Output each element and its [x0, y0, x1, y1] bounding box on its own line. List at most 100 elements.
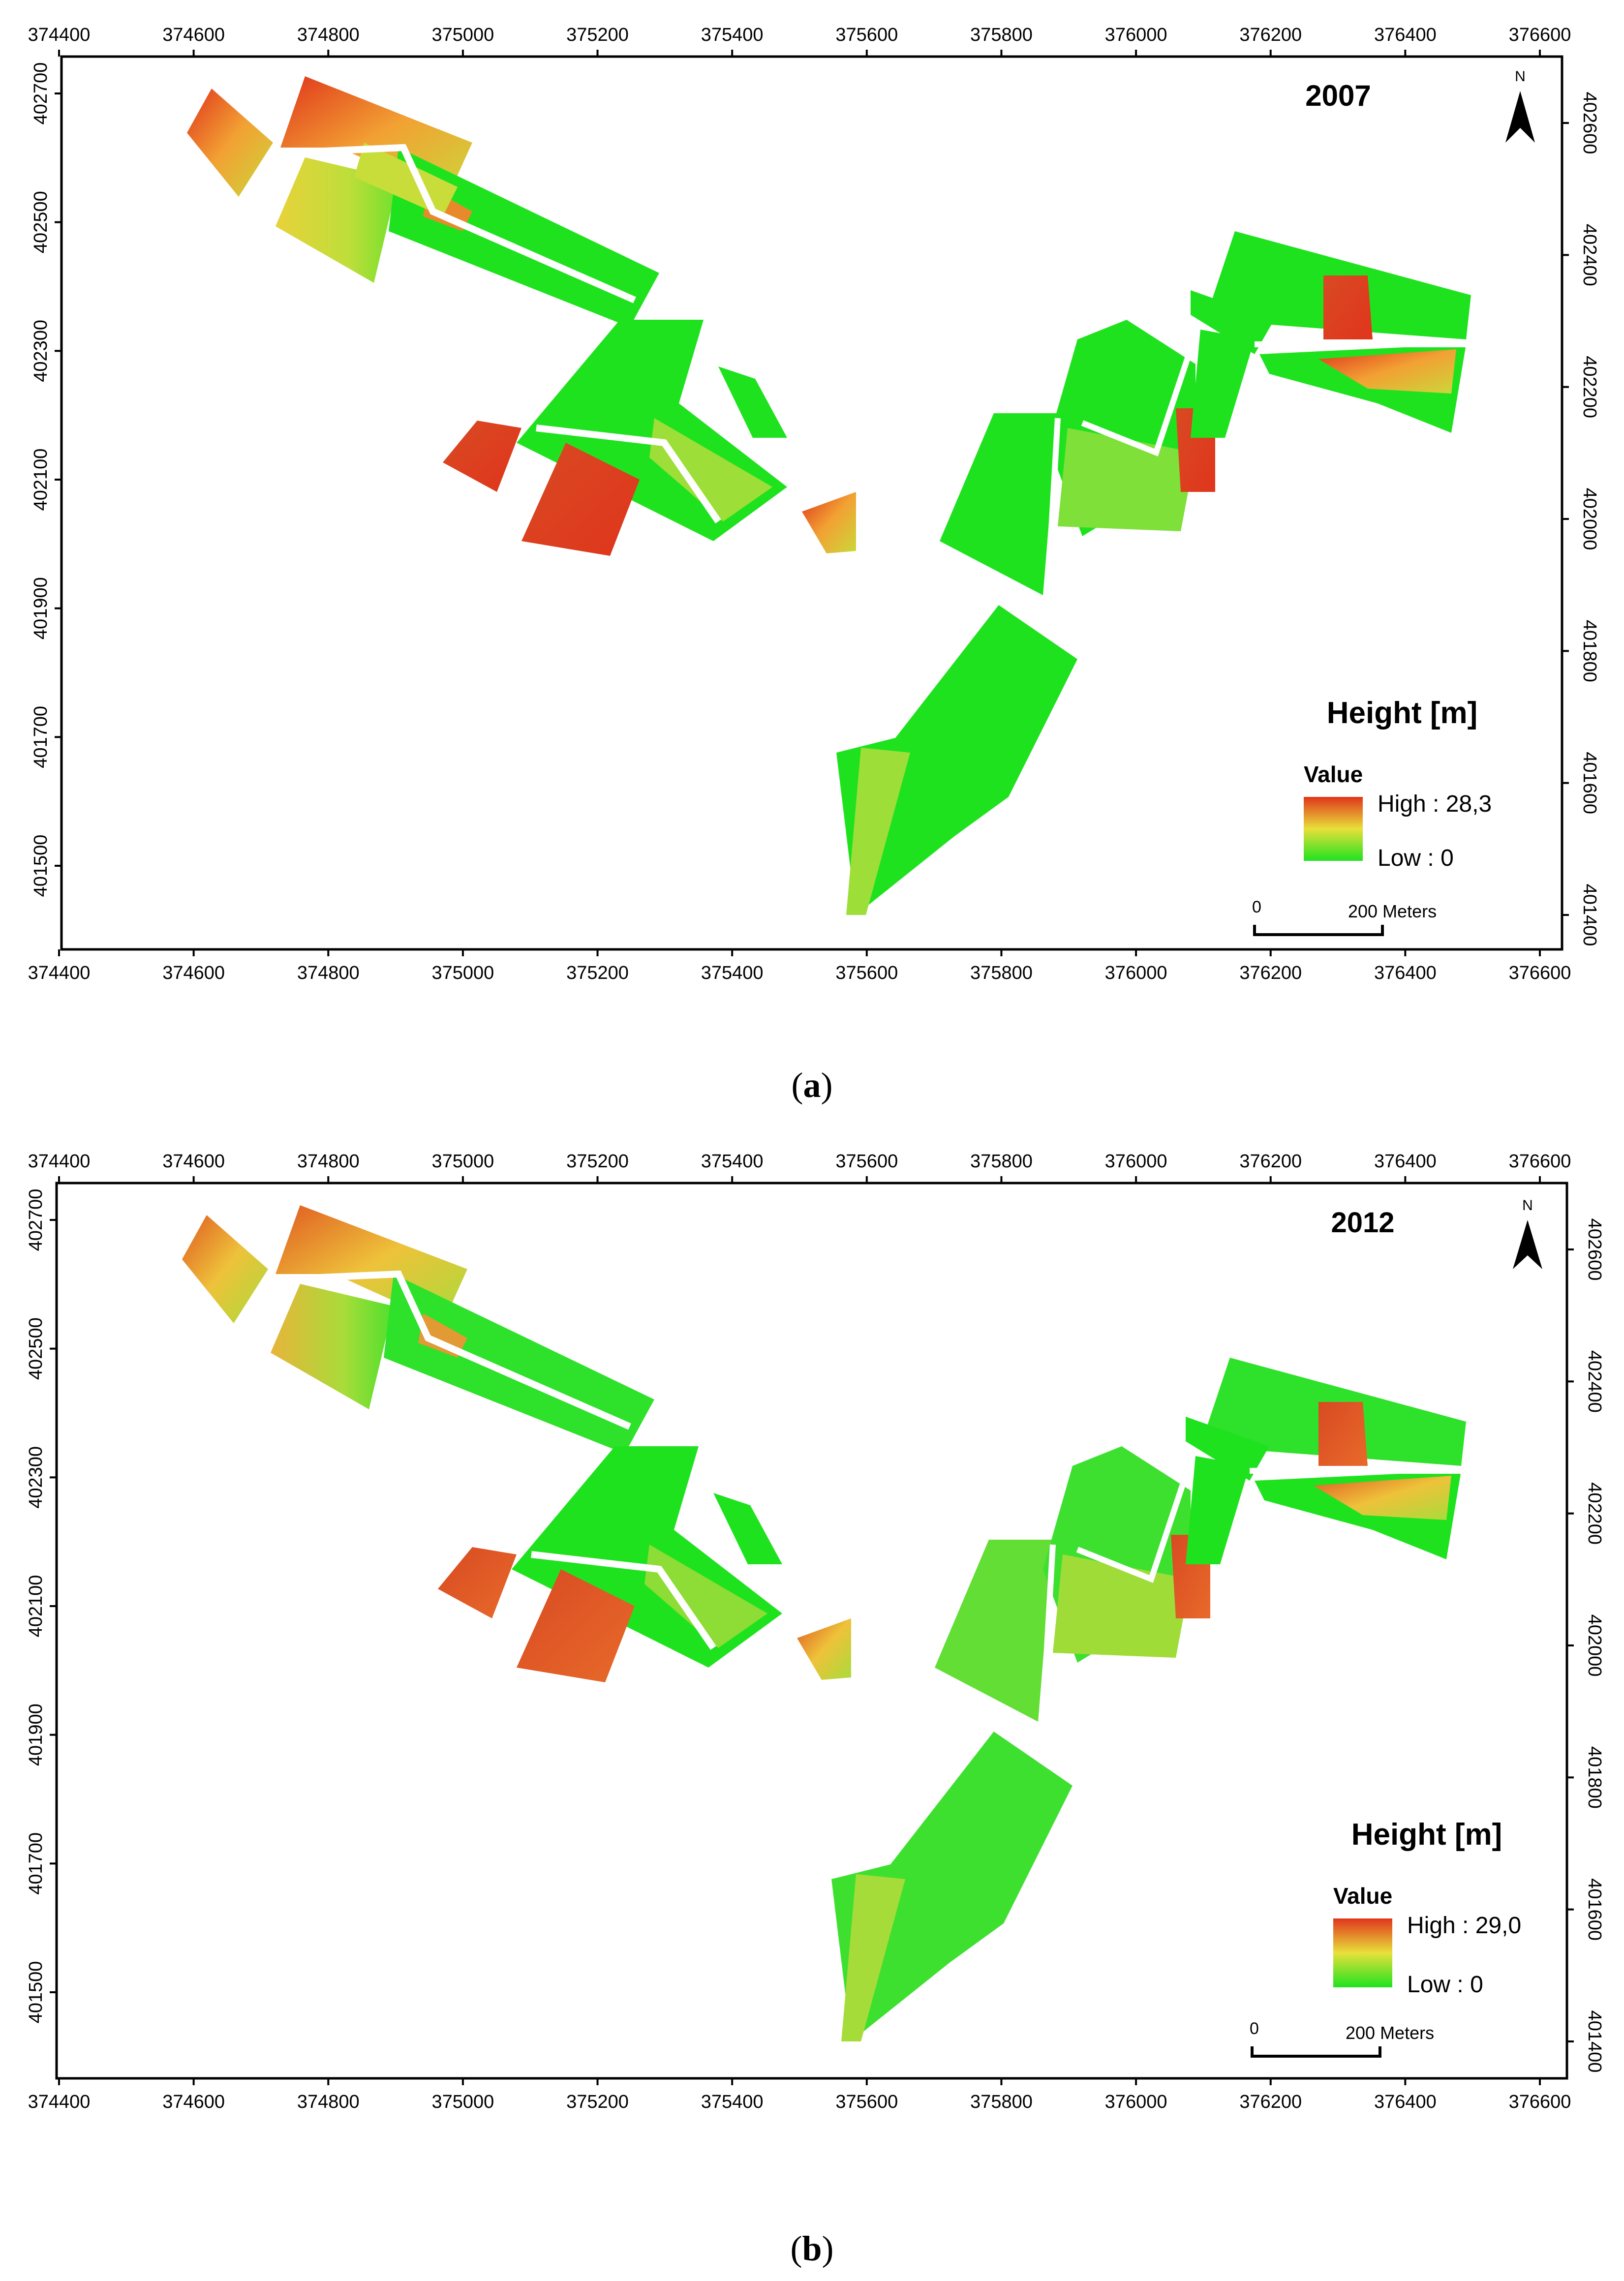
x-tick-label: 376200 — [1239, 2092, 1302, 2110]
x-tick-label: 376000 — [1105, 25, 1167, 45]
scale-label: 200 Meters — [1346, 2023, 1434, 2043]
x-tick-label: 376000 — [1105, 1151, 1167, 1172]
x-tick-label: 376000 — [1105, 963, 1167, 983]
parcel — [846, 748, 910, 915]
parcel — [1191, 330, 1255, 438]
y-tick-label: 402200 — [1584, 1482, 1605, 1545]
x-tick-label: 375800 — [970, 1151, 1033, 1172]
canopy-height-raster — [182, 1205, 1466, 2041]
north-arrow-icon — [1505, 91, 1535, 143]
legend-high: High : 28,3 — [1378, 791, 1492, 817]
road — [1076, 1460, 1194, 1583]
x-tick-label: 375600 — [835, 963, 898, 983]
parcel — [1323, 275, 1373, 339]
x-tick-label: 376200 — [1239, 25, 1302, 45]
x-tick-label: 374400 — [28, 963, 91, 983]
x-tick-label: 374600 — [162, 2092, 225, 2110]
x-tick-label: 374800 — [297, 963, 360, 983]
parcel — [935, 1540, 1053, 1722]
parcel — [831, 1732, 1072, 2041]
caption-a: (a) — [791, 1065, 833, 1105]
scale-bar: 0 200 Meters — [1250, 2019, 1434, 2058]
map-panel-b: 374400 374600 374800 375000 375200 375400 3756… — [0, 1126, 1624, 2268]
canopy-height-raster — [187, 76, 1471, 915]
parcel — [443, 421, 521, 492]
x-tick-label: 375400 — [701, 2092, 764, 2110]
x-tick-label: 375800 — [970, 25, 1033, 45]
parcel — [384, 1274, 654, 1454]
y-tick-label: 401900 — [26, 1703, 46, 1766]
legend-value-label: Value — [1333, 1883, 1392, 1909]
y-tick-label: 402000 — [1579, 488, 1600, 550]
x-tick-label: 376600 — [1509, 2092, 1571, 2110]
y-tick-label: 401600 — [1579, 752, 1600, 814]
map-figure-b: 374400 374600 374800 375000 375200 375400 3756… — [26, 1151, 1605, 2110]
x-tick-label: 375000 — [432, 1151, 494, 1172]
legend-low: Low : 0 — [1378, 845, 1454, 871]
parcel — [1318, 1402, 1368, 1466]
map-frame — [60, 55, 1563, 951]
x-tick-label: 376600 — [1509, 1151, 1571, 1172]
y-tick-label: 402700 — [26, 1189, 46, 1251]
y-axis-right: 402600 402400 402200 402000 401800 401600 4014… — [1567, 1218, 1605, 2072]
legend-title: Height [m] — [1351, 1818, 1502, 1852]
parcel — [354, 143, 458, 216]
parcel — [1314, 1476, 1451, 1520]
y-axis-left: 402700 402500 402300 402100 401900 401700 4015… — [26, 1189, 57, 2024]
y-tick-label: 402500 — [26, 1317, 46, 1380]
north-arrow: N — [1505, 68, 1535, 143]
scale-zero: 0 — [1250, 2019, 1259, 2038]
legend-title: Height [m] — [1327, 696, 1478, 730]
x-tick-label: 376400 — [1374, 963, 1437, 983]
y-tick-label: 401800 — [1584, 1746, 1605, 1809]
scale-zero: 0 — [1252, 898, 1261, 916]
caption-b: (b) — [790, 2229, 834, 2268]
map-figure-a: 374400 374600 374800 375000 375200 375400 3756… — [28, 25, 1600, 983]
x-tick-label: 375200 — [566, 963, 629, 983]
parcel — [1318, 349, 1456, 394]
parcel — [802, 492, 856, 553]
y-tick-label: 401800 — [1579, 620, 1600, 682]
parcel — [836, 605, 1077, 915]
parcel — [649, 418, 772, 521]
parcel — [644, 1545, 767, 1648]
legend-color-ramp — [1304, 797, 1363, 861]
x-tick-label: 375600 — [835, 25, 898, 45]
x-tick-label: 374800 — [297, 2092, 360, 2110]
x-tick-label: 375400 — [701, 1151, 764, 1172]
x-tick-label: 376200 — [1239, 963, 1302, 983]
y-tick-label: 401700 — [26, 1832, 46, 1895]
x-tick-label: 376000 — [1105, 2092, 1167, 2110]
x-tick-label: 375600 — [835, 2092, 898, 2110]
y-tick-label: 402300 — [26, 1446, 46, 1509]
y-tick-label: 402400 — [1579, 224, 1600, 286]
parcel — [438, 1547, 517, 1618]
legend-color-ramp — [1333, 1918, 1392, 1987]
north-arrow-icon — [1513, 1220, 1542, 1269]
y-tick-label: 402500 — [31, 191, 51, 253]
y-tick-label: 402700 — [31, 62, 51, 125]
y-tick-label: 402600 — [1584, 1218, 1605, 1281]
y-axis-left: 402700 402500 402300 402100 401900 401700 4015… — [31, 62, 61, 897]
y-tick-label: 401700 — [31, 706, 51, 768]
x-tick-label: 374400 — [28, 25, 91, 45]
y-tick-label: 402200 — [1579, 356, 1600, 418]
y-tick-label: 401500 — [26, 1961, 46, 2024]
road — [1045, 418, 1061, 591]
parcel — [797, 1618, 851, 1680]
north-arrow: N — [1513, 1197, 1542, 1269]
x-tick-label: 376400 — [1374, 1151, 1437, 1172]
parcel — [1053, 1554, 1191, 1658]
x-tick-label: 376200 — [1239, 1151, 1302, 1172]
x-tick-label: 375200 — [566, 2092, 629, 2110]
x-tick-label: 375600 — [835, 1151, 898, 1172]
road — [1040, 1544, 1056, 1717]
road — [1081, 334, 1198, 456]
y-tick-label: 402100 — [26, 1575, 46, 1638]
parcel — [271, 1284, 394, 1409]
legend: Height [m] Value High : 29,0 Low : 0 — [1333, 1818, 1521, 1998]
parcel — [276, 157, 398, 283]
x-tick-label: 375000 — [432, 2092, 494, 2110]
x-tick-label: 375200 — [566, 1151, 629, 1172]
north-label: N — [1522, 1197, 1533, 1214]
